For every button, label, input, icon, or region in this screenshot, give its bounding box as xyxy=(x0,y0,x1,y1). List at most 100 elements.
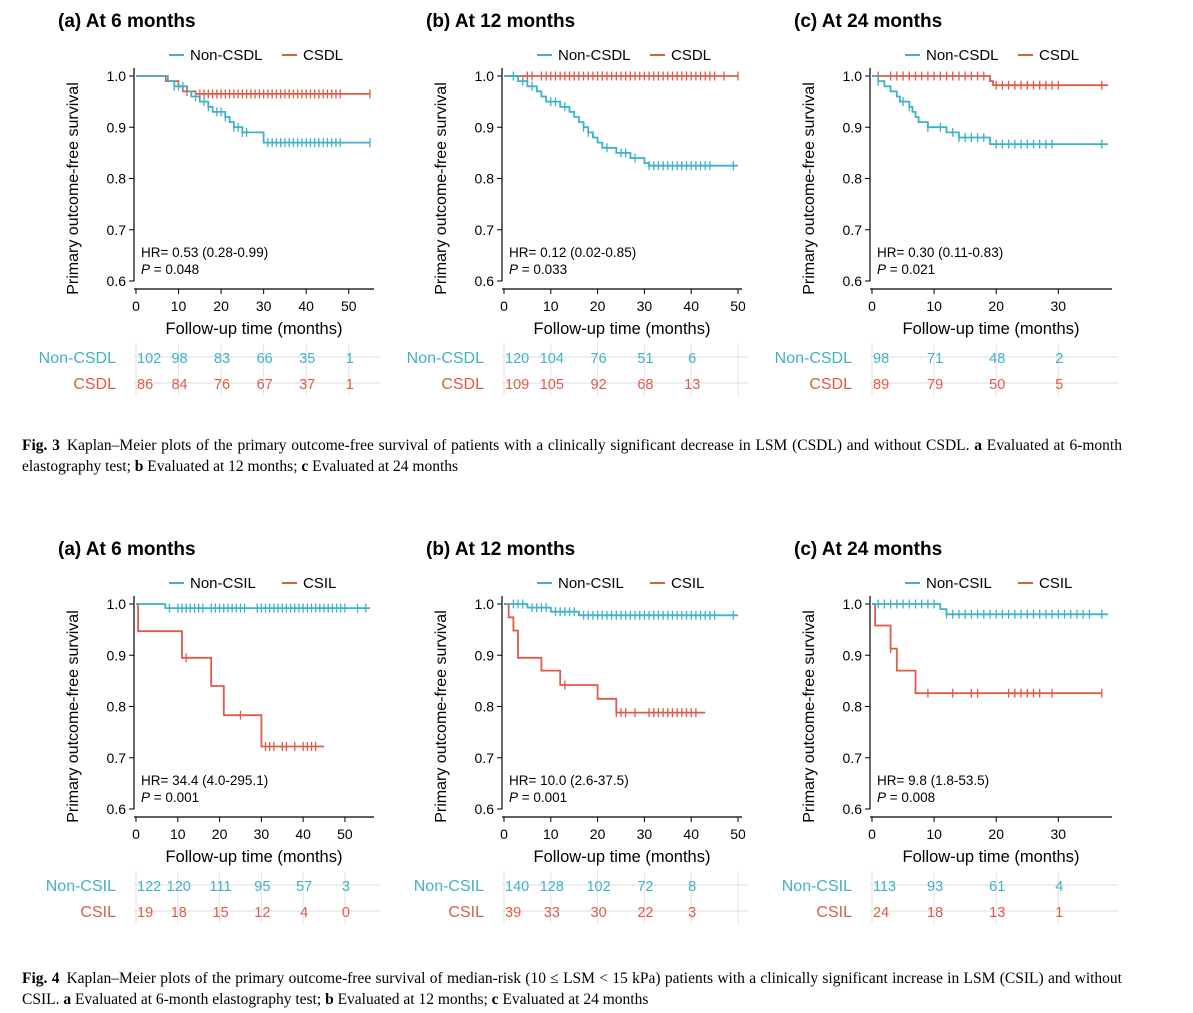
risk-count: 93 xyxy=(927,879,943,895)
caption-panel-letter: b xyxy=(134,458,144,475)
figure-3-caption: Fig. 3 Kaplan–Meier plots of the primary … xyxy=(22,435,1122,477)
x-tick-label: 20 xyxy=(212,826,228,842)
risk-count: 1 xyxy=(1055,905,1063,921)
y-axis-label: Primary outcome-free survival xyxy=(433,82,450,295)
km-curve-reference-group xyxy=(872,603,1108,616)
x-tick-label: 10 xyxy=(543,298,559,314)
hazard-ratio-text: HR= 10.0 (2.6-37.5) xyxy=(509,773,629,788)
risk-count: 57 xyxy=(296,879,312,895)
p-value-text: P = 0.048 xyxy=(141,262,199,277)
y-axis-label: Primary outcome-free survival xyxy=(65,610,82,823)
x-tick-label: 10 xyxy=(926,826,942,842)
risk-count: 120 xyxy=(505,351,529,367)
y-tick-label: 1.0 xyxy=(843,596,863,612)
x-tick-label: 20 xyxy=(213,298,229,314)
y-tick-label: 1.0 xyxy=(843,68,863,84)
x-tick-label: 50 xyxy=(341,298,357,314)
risk-count: 128 xyxy=(540,879,564,895)
risk-count: 102 xyxy=(137,351,161,367)
legend-label: Non-CSIL xyxy=(558,575,624,592)
km-panel: (b) At 12 months Non-CSDL CSDL Primary outc… xyxy=(407,11,748,396)
risk-count: 13 xyxy=(684,377,700,393)
y-tick-label: 0.9 xyxy=(107,119,127,135)
risk-count: 12 xyxy=(254,905,270,921)
risk-count: 113 xyxy=(873,879,896,895)
caption-panel-letter: c xyxy=(301,458,309,475)
km-panel: (c) At 24 months Non-CSDL CSDL Primary outc… xyxy=(775,11,1118,396)
caption-label: Fig. 4 xyxy=(22,970,60,987)
risk-count: 67 xyxy=(257,377,273,393)
km-curve-event-group xyxy=(872,75,1108,87)
legend-label: Non-CSIL xyxy=(926,575,992,592)
risk-count: 98 xyxy=(873,351,889,367)
risk-row-label: CSIL xyxy=(448,904,484,921)
risk-count: 35 xyxy=(299,351,315,367)
km-curve-reference-group xyxy=(136,75,370,144)
risk-row-label: Non-CSDL xyxy=(775,350,852,367)
hazard-ratio-text: HR= 9.8 (1.8-53.5) xyxy=(877,773,989,788)
risk-count: 79 xyxy=(927,377,943,393)
risk-count: 92 xyxy=(591,377,607,393)
y-tick-label: 0.9 xyxy=(843,647,863,663)
x-tick-label: 10 xyxy=(170,826,186,842)
risk-count: 37 xyxy=(299,377,315,393)
caption-fragment: Evaluated at 6-month elastography test; xyxy=(22,437,1122,475)
risk-count: 109 xyxy=(505,377,529,393)
caption-fragment: Kaplan–Meier plots of the primary outcom… xyxy=(66,437,975,454)
risk-row-label: CSIL xyxy=(80,904,116,921)
risk-count: 15 xyxy=(213,905,229,921)
risk-count: 18 xyxy=(171,905,187,921)
panel-title: (b) At 12 months xyxy=(426,539,575,560)
y-tick-label: 0.7 xyxy=(107,750,127,766)
y-tick-label: 0.7 xyxy=(843,750,863,766)
caption-fragment: Evaluated at 24 months xyxy=(498,991,649,1008)
x-axis-label: Follow-up time (months) xyxy=(534,848,711,866)
y-tick-label: 1.0 xyxy=(475,596,495,612)
caption-fragment: Evaluated at 24 months xyxy=(308,458,459,475)
y-tick-label: 1.0 xyxy=(475,68,495,84)
risk-count: 18 xyxy=(927,905,943,921)
y-axis-label: Primary outcome-free survival xyxy=(65,82,82,295)
p-value-text: P = 0.033 xyxy=(509,262,567,277)
caption-fragment: Evaluated at 12 months; xyxy=(143,458,302,475)
km-panel: (c) At 24 months Non-CSIL CSIL Primary outc… xyxy=(782,539,1118,924)
risk-count: 76 xyxy=(591,351,607,367)
y-tick-label: 0.9 xyxy=(475,119,495,135)
km-curve-event-group xyxy=(872,603,1102,695)
x-tick-label: 0 xyxy=(500,298,508,314)
caption-panel-letter: c xyxy=(491,991,499,1008)
x-tick-label: 30 xyxy=(637,826,653,842)
x-tick-label: 10 xyxy=(171,298,187,314)
km-panel: (b) At 12 months Non-CSIL CSIL Primary outc… xyxy=(414,539,748,924)
x-tick-label: 0 xyxy=(132,826,140,842)
risk-row-label: CSDL xyxy=(441,376,484,393)
risk-count: 71 xyxy=(927,351,943,367)
y-tick-label: 0.9 xyxy=(843,119,863,135)
x-tick-label: 0 xyxy=(132,298,140,314)
risk-row-label: CSDL xyxy=(809,376,852,393)
risk-count: 140 xyxy=(505,879,529,895)
panel-title: (c) At 24 months xyxy=(794,11,942,32)
risk-count: 122 xyxy=(137,879,161,895)
legend-label: Non-CSDL xyxy=(926,47,999,64)
risk-count: 83 xyxy=(214,351,230,367)
risk-count: 86 xyxy=(137,377,153,393)
panel-title: (a) At 6 months xyxy=(58,11,196,32)
y-tick-label: 0.7 xyxy=(475,750,495,766)
caption-panel-letter: a xyxy=(974,437,983,454)
risk-count: 68 xyxy=(637,377,653,393)
hazard-ratio-text: HR= 0.12 (0.02-0.85) xyxy=(509,245,636,260)
risk-count: 1 xyxy=(346,377,354,393)
risk-count: 5 xyxy=(1055,377,1063,393)
risk-count: 61 xyxy=(989,879,1005,895)
y-tick-label: 1.0 xyxy=(107,596,127,612)
x-tick-label: 40 xyxy=(683,826,699,842)
x-axis-label: Follow-up time (months) xyxy=(534,320,711,338)
risk-count: 6 xyxy=(688,351,696,367)
risk-count: 4 xyxy=(1055,879,1063,895)
y-tick-label: 0.7 xyxy=(107,222,127,238)
caption-panel-letter: b xyxy=(325,991,334,1008)
risk-count: 3 xyxy=(342,879,350,895)
risk-count: 95 xyxy=(254,879,270,895)
y-tick-label: 0.8 xyxy=(843,699,863,715)
